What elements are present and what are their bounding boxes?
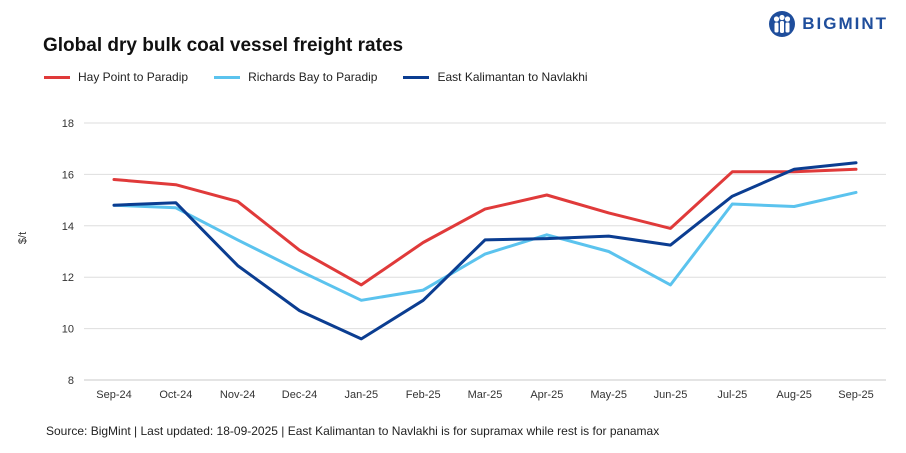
y-axis-ticks: 8 10 12 14 16 18 [62, 118, 74, 387]
x-tick-label: Mar-25 [468, 389, 503, 401]
x-tick-label: Jul-25 [717, 389, 747, 401]
x-tick-label: Dec-24 [282, 389, 317, 401]
chart-legend: Hay Point to Paradip Richards Bay to Par… [44, 70, 614, 84]
y-tick-label: 8 [68, 375, 74, 387]
y-tick-label: 18 [62, 118, 74, 130]
x-tick-label: Jun-25 [654, 389, 688, 401]
x-tick-label: Apr-25 [530, 389, 563, 401]
series-line-hay-point-to-paradip [112, 167, 858, 287]
source-note: Source: BigMint | Last updated: 18-09-20… [46, 424, 660, 438]
legend-item-hay-point: Hay Point to Paradip [44, 70, 188, 84]
x-axis-ticks: Sep-24 Oct-24 Nov-24 Dec-24 Jan-25 Feb-25 Mar-… [96, 389, 873, 401]
x-tick-label: Jan-25 [345, 389, 379, 401]
x-tick-label: Feb-25 [406, 389, 441, 401]
legend-swatch-richards-bay [214, 75, 241, 79]
gridlines [84, 122, 886, 381]
series-line-richards-bay-to-paradip [112, 190, 858, 302]
legend-label-hay-point: Hay Point to Paradip [78, 70, 189, 84]
legend-swatch-hay-point [44, 75, 70, 79]
legend-swatch-east-kalimantan [403, 75, 430, 79]
chart-title: Global dry bulk coal vessel freight rate… [43, 35, 404, 56]
legend-label-east-kalimantan: East Kalimantan to Navlakhi [437, 70, 588, 84]
brand-name: BIGMINT [802, 14, 888, 33]
x-tick-label: Oct-24 [159, 389, 192, 401]
legend-label-richards-bay: Richards Bay to Paradip [248, 70, 378, 84]
x-tick-label: Sep-25 [838, 389, 873, 401]
legend-item-richards-bay: Richards Bay to Paradip [214, 70, 377, 84]
y-tick-label: 16 [62, 169, 74, 181]
x-tick-label: Nov-24 [220, 389, 255, 401]
x-tick-label: May-25 [590, 389, 627, 401]
series-line-east-kalimantan-to-navlakhi [112, 161, 858, 341]
y-tick-label: 14 [62, 221, 74, 233]
x-tick-label: Aug-25 [776, 389, 811, 401]
brand-logo: BIGMINT [768, 10, 888, 38]
y-axis-label: $/t [17, 232, 29, 244]
y-tick-label: 10 [62, 324, 74, 336]
y-tick-label: 12 [62, 272, 74, 284]
brand-logo-icon [769, 11, 796, 37]
series-lines [112, 161, 858, 341]
legend-item-east-kalimantan: East Kalimantan to Navlakhi [403, 70, 588, 84]
x-tick-label: Sep-24 [96, 389, 131, 401]
